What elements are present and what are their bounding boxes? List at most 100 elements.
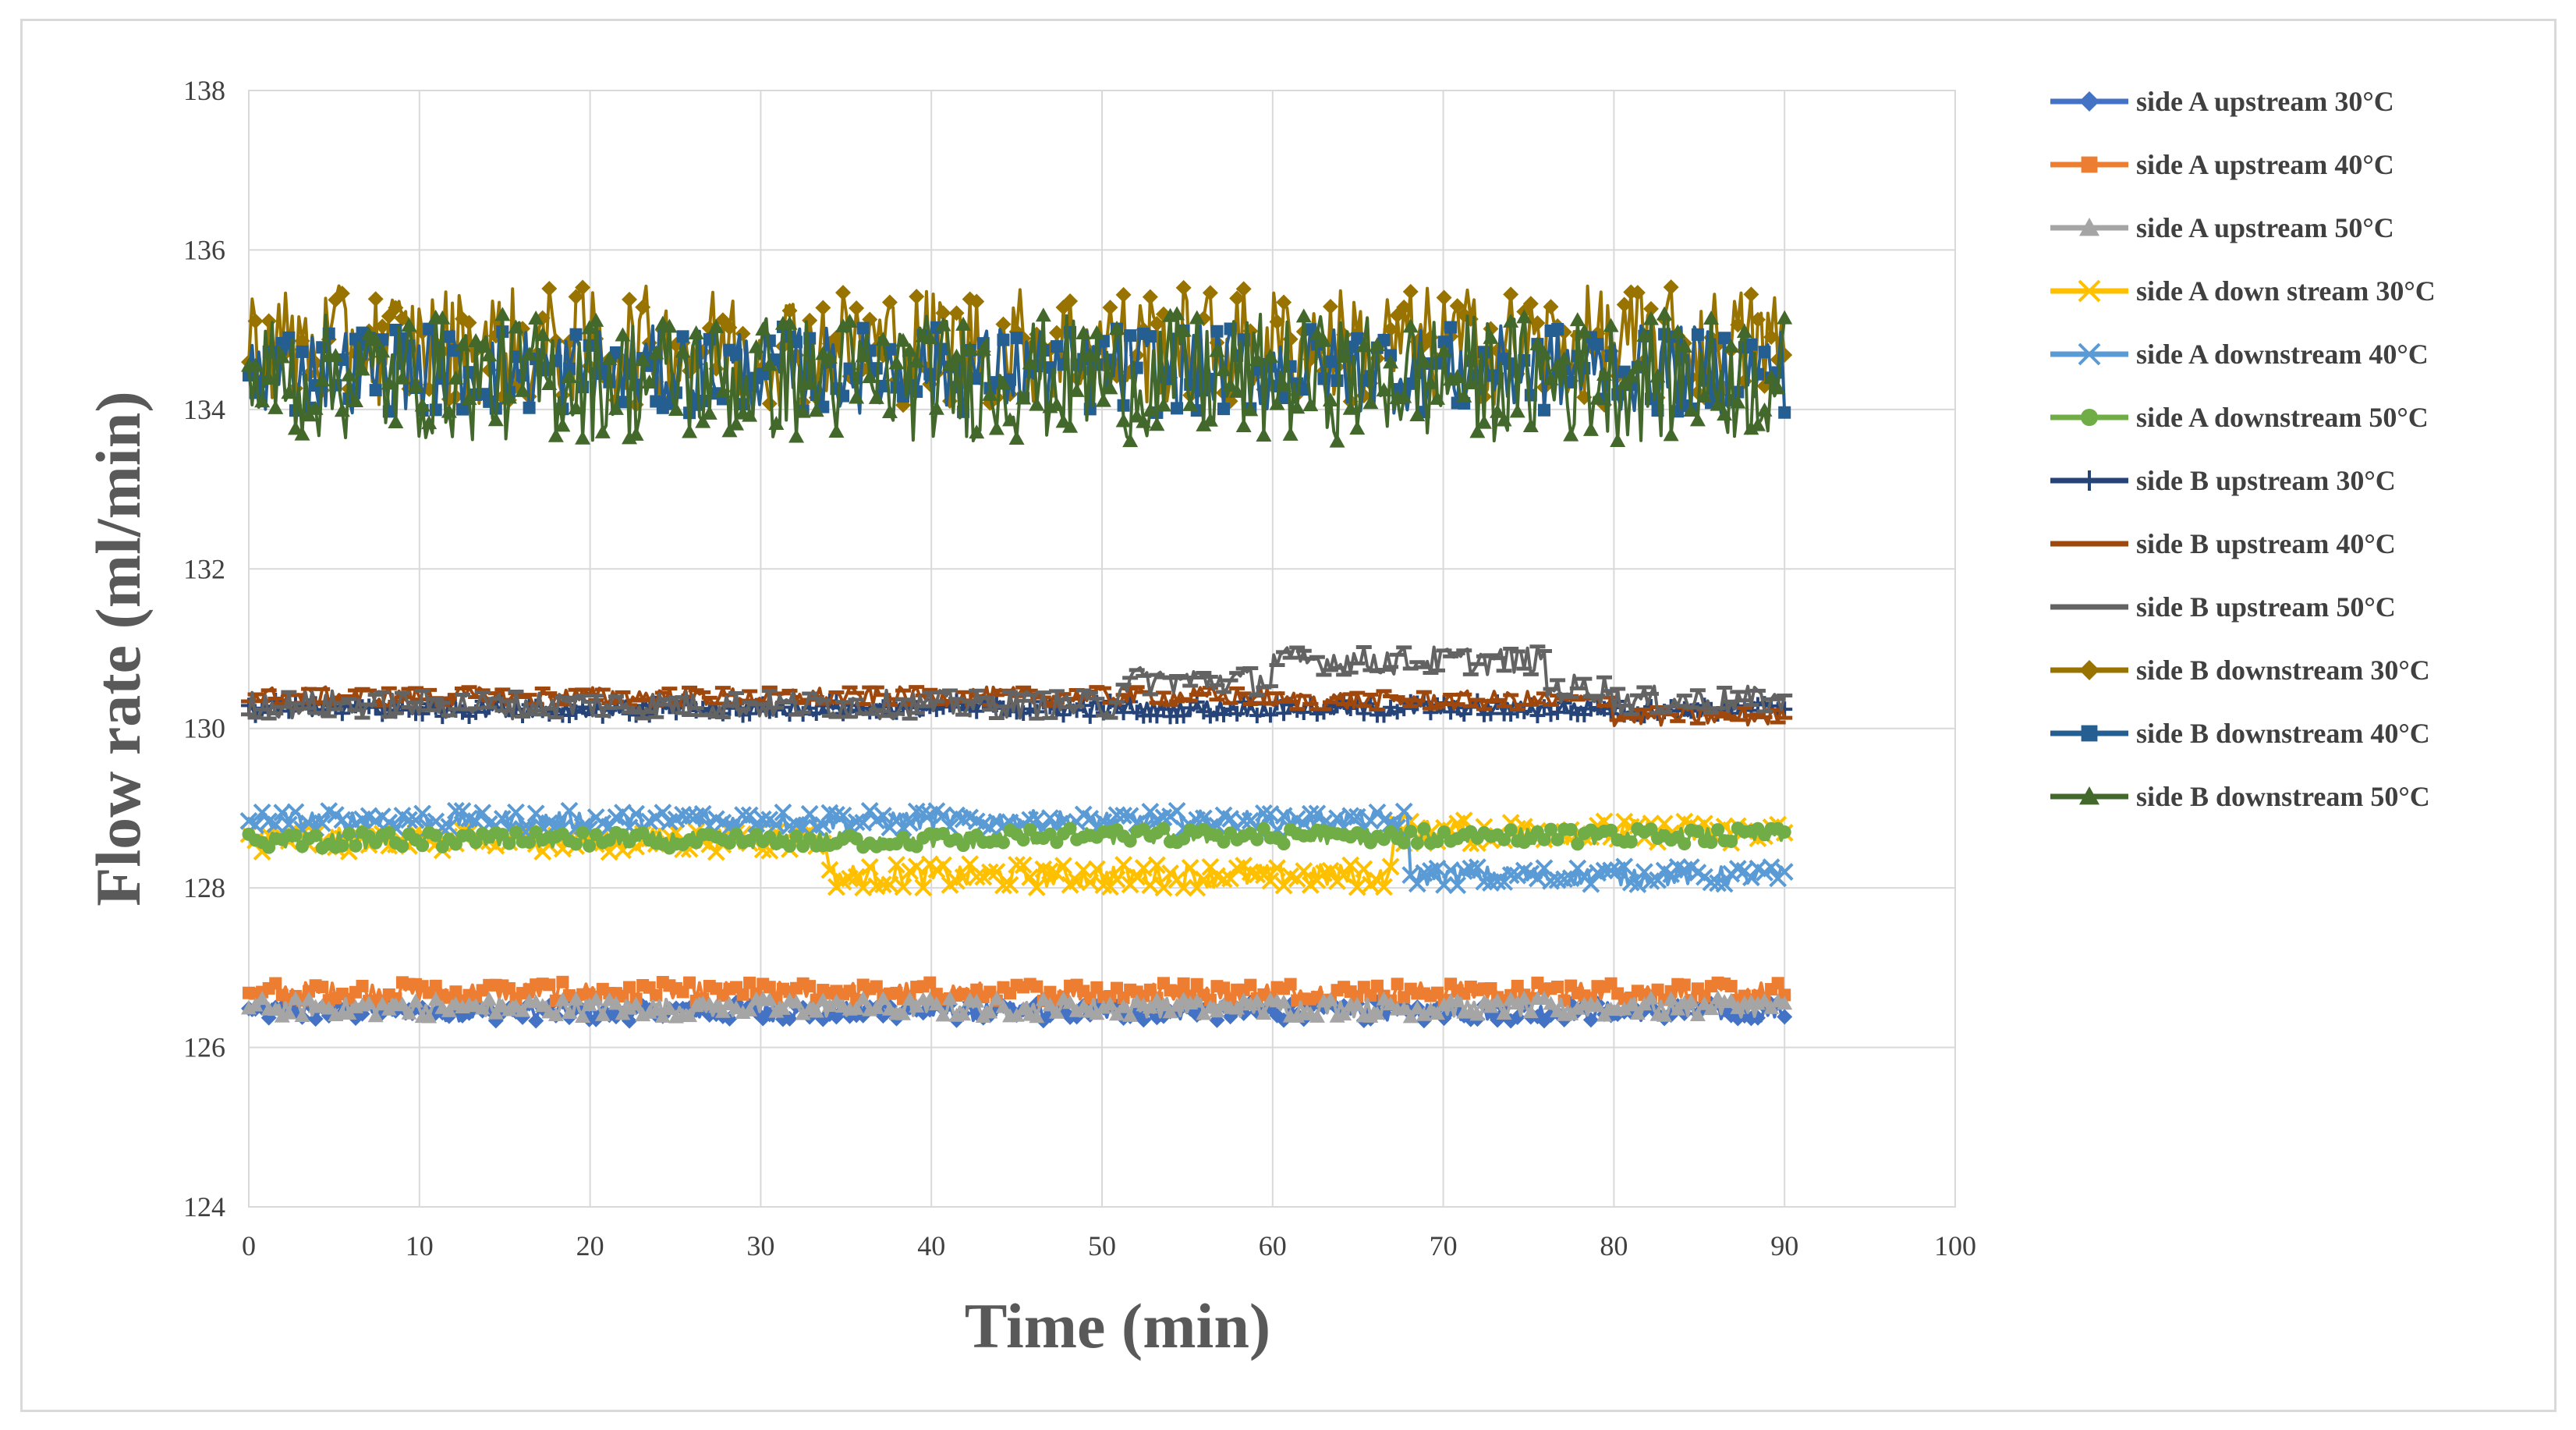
series-marker — [1543, 299, 1559, 315]
series-marker — [333, 811, 352, 829]
series-marker — [934, 806, 952, 825]
series-marker — [1362, 395, 1379, 410]
series-marker — [273, 804, 292, 822]
series-marker — [1429, 1006, 1445, 1020]
series-marker — [1745, 338, 1758, 351]
series-marker — [388, 414, 404, 429]
series-marker — [641, 374, 657, 389]
series-marker — [1301, 804, 1320, 823]
series-marker — [1397, 836, 1411, 850]
series-marker — [855, 348, 871, 363]
series-marker — [547, 428, 564, 442]
series-marker — [281, 385, 297, 399]
series-marker — [1618, 365, 1631, 378]
series-marker — [1022, 355, 1038, 370]
series-marker — [615, 327, 631, 342]
series-marker — [914, 878, 933, 897]
series-marker — [969, 293, 985, 310]
series-marker — [955, 1006, 972, 1021]
series-marker — [948, 305, 965, 321]
series-marker — [770, 353, 783, 367]
series-marker — [1683, 403, 1699, 417]
series-marker — [1336, 348, 1352, 363]
series-marker — [873, 807, 892, 825]
series-marker — [1209, 342, 1225, 357]
series-marker — [1396, 299, 1412, 315]
legend-label: side B upstream 30°C — [2136, 465, 2396, 496]
series-marker — [1655, 814, 1674, 833]
series-marker — [1543, 995, 1559, 1010]
series-marker — [1342, 400, 1359, 415]
series-marker — [309, 829, 323, 843]
series-marker — [1355, 338, 1372, 353]
x-tick-label: 50 — [1088, 1230, 1116, 1261]
series-marker — [994, 876, 1012, 895]
legend-item: side A downstream 50°C — [2050, 402, 2429, 433]
series-marker — [562, 362, 576, 375]
series-marker — [1147, 856, 1166, 875]
series-marker — [1536, 345, 1552, 360]
series-marker — [1628, 875, 1647, 893]
series-marker — [369, 384, 382, 397]
series-marker — [1304, 323, 1317, 336]
series-marker — [1616, 296, 1632, 313]
series-marker — [394, 996, 410, 1011]
series-marker — [1229, 383, 1245, 398]
x-axis-title: Time (min) — [965, 1290, 1271, 1361]
series-marker — [1249, 993, 1265, 1008]
series-marker — [808, 403, 824, 417]
series-marker — [948, 348, 965, 363]
series-marker — [1370, 979, 1384, 992]
series-marker — [1490, 403, 1506, 418]
series-marker — [260, 371, 277, 385]
series-marker — [266, 815, 285, 834]
series-marker — [2079, 786, 2099, 805]
series-marker — [928, 400, 944, 415]
series-marker — [1496, 1006, 1512, 1020]
series-marker — [1763, 329, 1780, 346]
series-marker — [1496, 412, 1512, 427]
series-marker — [1102, 300, 1118, 316]
series-marker — [627, 804, 645, 823]
legend-item: side A upstream 30°C — [2050, 86, 2394, 117]
series-marker — [1256, 428, 1272, 442]
series-marker — [1221, 869, 1239, 888]
series-marker — [743, 976, 757, 989]
series-marker — [676, 330, 689, 343]
series-marker — [800, 804, 819, 823]
series-marker — [1175, 279, 1192, 296]
series-marker — [1595, 861, 1614, 880]
series-marker — [1504, 823, 1518, 837]
series-marker — [581, 320, 597, 335]
series-marker — [408, 993, 424, 1008]
series-marker — [1462, 375, 1479, 390]
series-marker — [1063, 821, 1077, 836]
series-marker — [1376, 382, 1392, 397]
series-marker — [568, 400, 584, 415]
series-marker — [1171, 402, 1184, 415]
series-marker — [1556, 351, 1572, 366]
series-marker — [526, 804, 545, 823]
series-marker — [1404, 377, 1417, 390]
legend-label: side A downstream 50°C — [2136, 402, 2429, 433]
series-marker — [941, 991, 958, 1006]
series-marker — [254, 393, 271, 408]
series-marker — [289, 829, 303, 843]
series-marker — [802, 312, 818, 328]
series-marker — [1189, 993, 1205, 1008]
series-marker — [1696, 389, 1713, 403]
series-8 — [241, 644, 1793, 721]
series-marker — [1777, 995, 1793, 1010]
series-marker — [1377, 333, 1391, 346]
series-marker — [1014, 856, 1033, 875]
series-marker — [1410, 836, 1424, 850]
series-marker — [1402, 318, 1419, 333]
series-marker — [1529, 335, 1546, 350]
series-marker — [1501, 866, 1520, 885]
series-marker — [473, 804, 492, 822]
series-marker — [730, 348, 743, 361]
series-marker — [1348, 878, 1366, 896]
series-marker — [260, 313, 277, 329]
series-marker — [1341, 856, 1360, 875]
legend-item: side B downstream 50°C — [2050, 781, 2430, 812]
